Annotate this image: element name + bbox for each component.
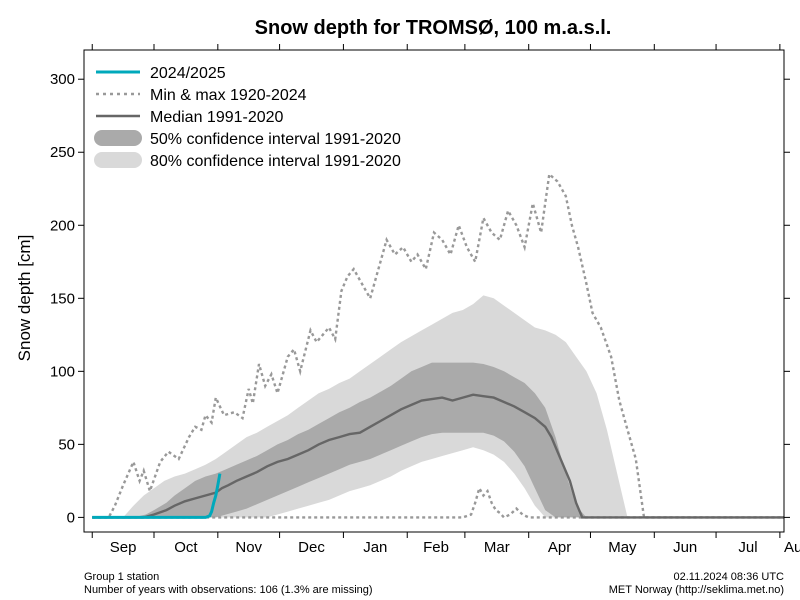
legend: 2024/2025 Min & max 1920-2024 Median 1991-… — [94, 65, 401, 170]
legend-label-median: Median 1991-2020 — [150, 109, 284, 126]
data-source: MET Norway (http://seklima.met.no) — [608, 584, 784, 596]
generated-timestamp: 02.11.2024 08:36 UTC — [673, 571, 784, 583]
x-axis: Sep Oct Nov Dec Jan Feb Mar Apr May Jun Jul Aug — [91, 44, 800, 556]
legend-label-ci80: 80% confidence interval 1991-2020 — [150, 153, 401, 170]
line-current-season — [92, 473, 222, 519]
footer-right: 02.11.2024 08:36 UTC MET Norway (http://… — [609, 571, 784, 597]
y-axis-label: Snow depth [cm] — [15, 235, 34, 362]
y-tick-label: 200 — [50, 217, 75, 234]
y-axis: 0 50 100 150 200 250 300 — [50, 71, 790, 526]
plot-area — [92, 171, 784, 519]
x-tick-label: Nov — [235, 539, 262, 556]
y-tick-label: 250 — [50, 144, 75, 161]
y-tick-label: 150 — [50, 290, 75, 307]
band-ci50 — [133, 362, 587, 518]
chart-title: Snow depth for TROMSØ, 100 m.a.s.l. — [255, 17, 612, 39]
legend-label-ci50: 50% confidence interval 1991-2020 — [150, 131, 401, 148]
y-tick-label: 0 — [67, 509, 75, 526]
x-tick-label: Sep — [110, 539, 137, 556]
x-tick-label: Dec — [298, 539, 325, 556]
line-median — [92, 393, 784, 519]
x-tick-label: Oct — [174, 539, 198, 556]
x-tick-label: Apr — [548, 539, 571, 556]
x-tick-label: Jul — [738, 539, 757, 556]
y-tick-label: 50 — [58, 436, 75, 453]
plot-frame — [83, 49, 785, 533]
x-tick-label: Mar — [484, 539, 510, 556]
x-tick-label: Jun — [673, 539, 697, 556]
station-group: Group 1 station — [84, 571, 160, 583]
confidence-bands — [123, 295, 628, 518]
observation-count: Number of years with observations: 106 (… — [84, 584, 373, 596]
x-tick-label: Feb — [423, 539, 449, 556]
x-tick-label: Aug — [784, 539, 800, 556]
x-tick-label: Jan — [363, 539, 387, 556]
y-tick-label: 300 — [50, 71, 75, 88]
x-tick-label: May — [608, 539, 637, 556]
y-tick-label: 100 — [50, 363, 75, 380]
legend-label-current: 2024/2025 — [150, 65, 226, 82]
legend-label-minmax: Min & max 1920-2024 — [150, 87, 307, 104]
footer-left: Group 1 station Number of years with obs… — [84, 571, 373, 597]
series-lines — [92, 171, 784, 519]
